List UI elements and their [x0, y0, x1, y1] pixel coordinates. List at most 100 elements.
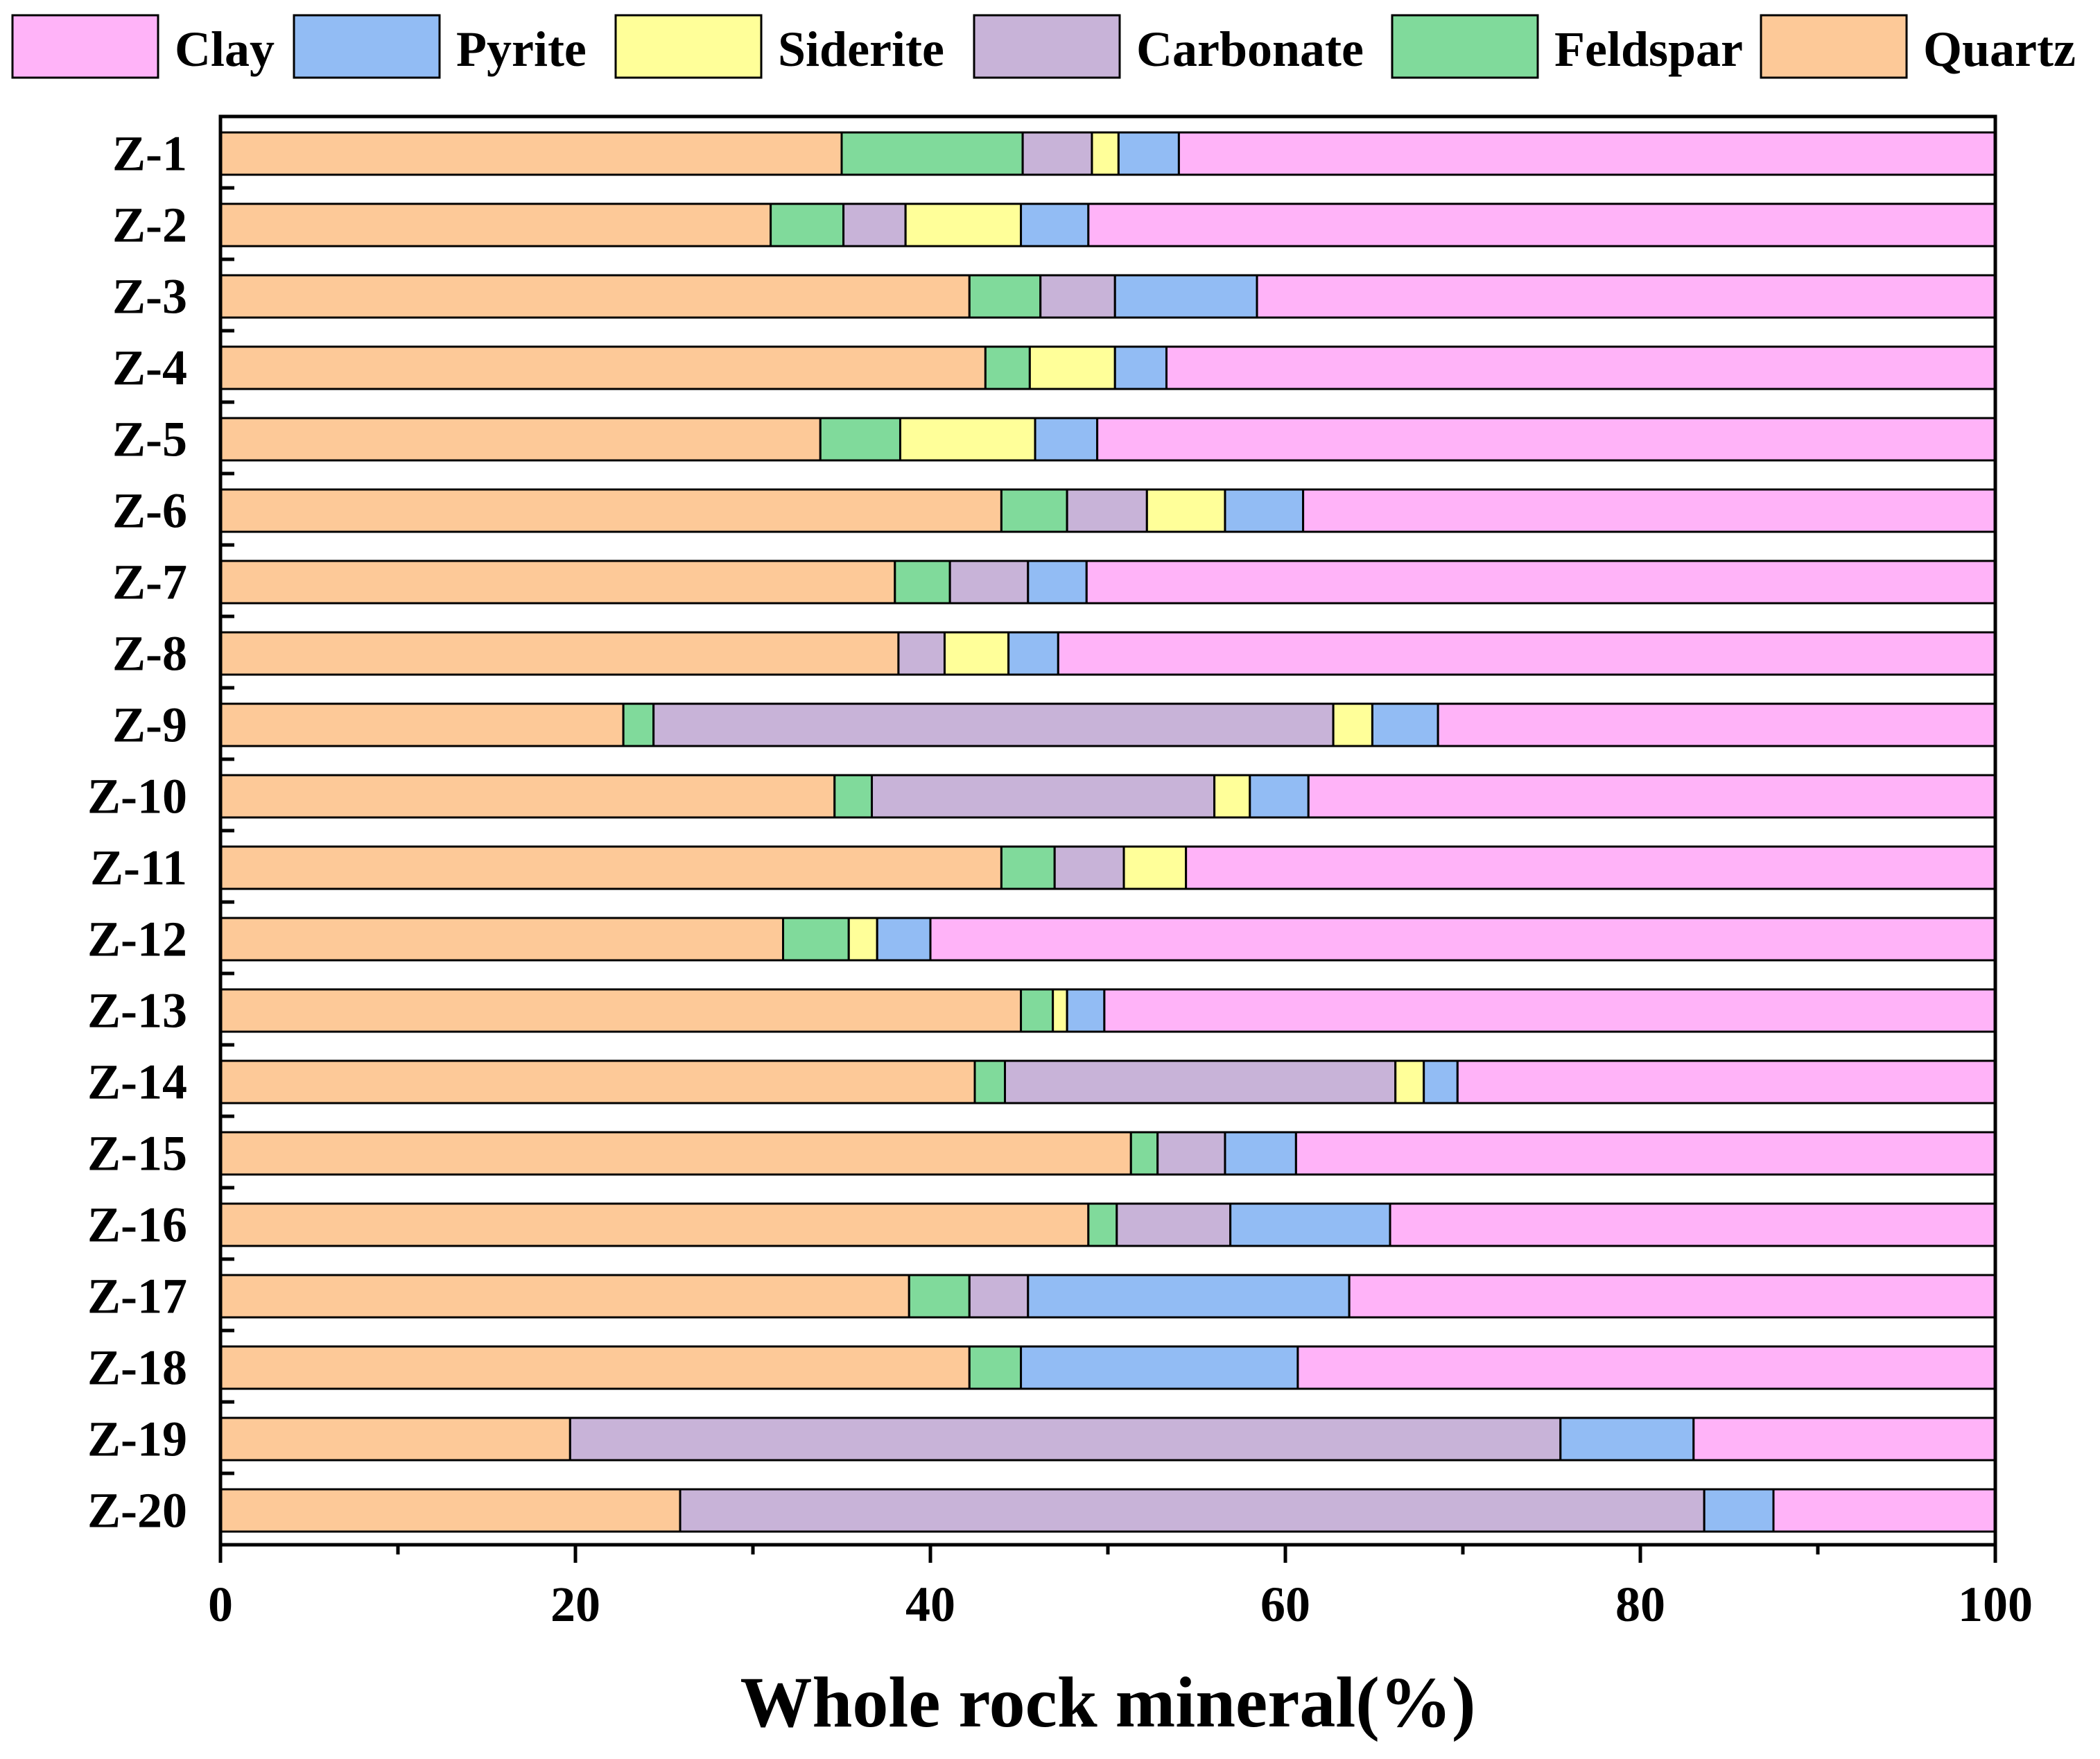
bar-row-z-1 — [219, 131, 1997, 176]
bar-row-z-20 — [219, 1488, 1997, 1533]
bar-z-12-quartz — [219, 917, 785, 962]
bars — [219, 131, 1997, 1533]
bar-z-3-quartz — [219, 274, 971, 319]
category-label-z-16: Z-16 — [87, 1197, 187, 1253]
bar-z-12-feldspar — [782, 917, 850, 962]
bar-z-3-clay — [1256, 274, 1997, 319]
bar-z-20-quartz — [219, 1488, 682, 1533]
bar-z-20-carbonate — [679, 1488, 1706, 1533]
bar-z-19-carbonate — [569, 1416, 1562, 1462]
legend-item-clay: Clay — [11, 14, 275, 79]
bar-z-9-quartz — [219, 702, 625, 747]
bar-row-z-6 — [219, 488, 1997, 533]
bar-z-16-carbonate — [1116, 1202, 1232, 1247]
bar-z-17-clay — [1348, 1274, 1997, 1319]
bar-z-14-siderite — [1394, 1059, 1425, 1104]
legend-swatch-pyrite — [293, 14, 441, 79]
bar-z-19-clay — [1692, 1416, 1997, 1462]
bar-z-8-clay — [1057, 631, 1997, 676]
bar-z-5-siderite — [899, 417, 1036, 462]
bar-row-z-8 — [219, 631, 1997, 676]
bar-row-z-19 — [219, 1416, 1997, 1462]
bar-z-7-feldspar — [894, 560, 951, 605]
bar-row-z-9 — [219, 702, 1997, 747]
bar-z-2-siderite — [904, 202, 1023, 248]
bar-z-13-clay — [1103, 988, 1997, 1033]
bar-z-1-siderite — [1091, 131, 1120, 176]
bar-z-11-feldspar — [1000, 845, 1056, 890]
bar-row-z-7 — [219, 560, 1997, 605]
legend-swatch-clay — [11, 14, 159, 79]
bar-z-8-carbonate — [897, 631, 946, 676]
bar-z-2-carbonate — [842, 202, 907, 248]
bar-row-z-18 — [219, 1345, 1997, 1390]
legend-swatch-feldspar — [1391, 14, 1539, 79]
x-tick-label-80: 80 — [1615, 1577, 1665, 1632]
x-axis: 0 20 40 60 80 100 — [208, 1545, 2033, 1632]
bar-z-6-carbonate — [1066, 488, 1148, 533]
category-label-z-15: Z-15 — [87, 1126, 187, 1181]
bar-z-14-quartz — [219, 1059, 976, 1104]
bar-z-4-clay — [1165, 345, 1997, 390]
legend-label-carbonate: Carbonate — [1136, 21, 1364, 77]
bar-z-5-pyrite — [1034, 417, 1099, 462]
bar-z-12-clay — [929, 917, 1997, 962]
bar-row-z-2 — [219, 202, 1997, 248]
bar-z-16-clay — [1389, 1202, 1997, 1247]
x-tick-label-0: 0 — [208, 1577, 233, 1632]
bar-z-13-siderite — [1052, 988, 1068, 1033]
legend-item-feldspar: Feldspar — [1391, 14, 1743, 79]
bar-z-7-clay — [1085, 560, 1997, 605]
bar-z-18-clay — [1296, 1345, 1997, 1390]
category-label-z-12: Z-12 — [87, 912, 187, 967]
category-label-z-10: Z-10 — [87, 769, 187, 824]
bar-row-z-12 — [219, 917, 1997, 962]
bar-z-1-clay — [1177, 131, 1997, 176]
bar-z-12-siderite — [847, 917, 878, 962]
bar-z-4-feldspar — [984, 345, 1031, 390]
bar-z-2-quartz — [219, 202, 772, 248]
category-label-z-6: Z-6 — [112, 483, 187, 539]
bar-row-z-15 — [219, 1131, 1997, 1176]
bar-z-13-feldspar — [1020, 988, 1055, 1033]
bar-z-12-pyrite — [876, 917, 932, 962]
bar-z-2-pyrite — [1020, 202, 1090, 248]
bar-z-9-feldspar — [622, 702, 655, 747]
category-label-z-5: Z-5 — [112, 412, 187, 467]
legend-label-pyrite: Pyrite — [456, 21, 587, 77]
bar-z-15-feldspar — [1129, 1131, 1159, 1176]
bar-z-6-pyrite — [1224, 488, 1305, 533]
bar-z-1-pyrite — [1117, 131, 1180, 176]
legend-item-carbonate: Carbonate — [973, 14, 1364, 79]
legend-item-pyrite: Pyrite — [293, 14, 587, 79]
legend-item-siderite: Siderite — [614, 14, 944, 79]
x-tick-label-60: 60 — [1260, 1577, 1310, 1632]
bar-z-14-feldspar — [973, 1059, 1007, 1104]
legend-label-clay: Clay — [175, 21, 275, 77]
bar-z-15-clay — [1294, 1131, 1997, 1176]
bar-z-6-clay — [1302, 488, 1997, 533]
bar-z-17-pyrite — [1027, 1274, 1351, 1319]
bar-z-7-pyrite — [1027, 560, 1088, 605]
bar-z-5-clay — [1096, 417, 1997, 462]
bar-z-18-pyrite — [1020, 1345, 1299, 1390]
bar-z-17-carbonate — [968, 1274, 1030, 1319]
x-tick-label-100: 100 — [1958, 1577, 2033, 1632]
legend: Clay Pyrite Siderite Carbonate Feldspar Quart… — [11, 14, 2076, 79]
bar-z-13-quartz — [219, 988, 1023, 1033]
bar-z-14-clay — [1456, 1059, 1997, 1104]
bar-z-11-siderite — [1122, 845, 1188, 890]
bar-z-5-quartz — [219, 417, 822, 462]
bar-row-z-4 — [219, 345, 1997, 390]
bar-z-17-feldspar — [908, 1274, 971, 1319]
bar-z-16-quartz — [219, 1202, 1090, 1247]
bar-z-1-carbonate — [1021, 131, 1093, 176]
bar-row-z-5 — [219, 417, 1997, 462]
plot-frame — [218, 114, 1997, 1547]
bar-z-11-quartz — [219, 845, 1003, 890]
bar-z-1-quartz — [219, 131, 843, 176]
category-label-z-18: Z-18 — [87, 1340, 187, 1396]
bar-z-2-feldspar — [770, 202, 845, 248]
bar-z-3-feldspar — [968, 274, 1042, 319]
bar-z-2-clay — [1087, 202, 1997, 248]
